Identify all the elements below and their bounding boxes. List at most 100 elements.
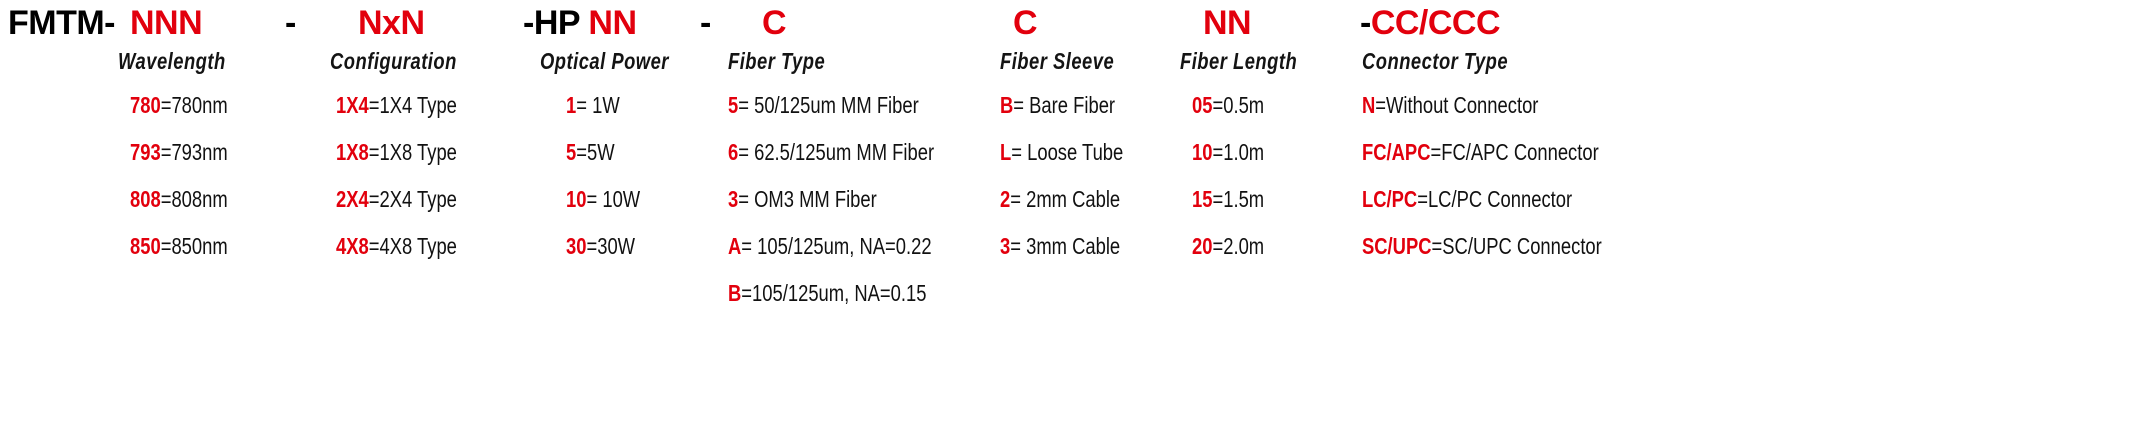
- legend-desc: =2X4 Type: [368, 186, 457, 212]
- legend-code: 808: [130, 186, 161, 212]
- code-variable-part: C: [1013, 4, 1038, 42]
- legend-row: B=105/125um, NA=0.15: [728, 280, 934, 306]
- legend-desc: =1X4 Type: [368, 92, 457, 118]
- legend-code: LC/PC: [1362, 186, 1418, 212]
- column-fiber-type: Fiber Type 5= 50/125um MM Fiber 6= 62.5/…: [728, 46, 986, 327]
- code-token-wavelength: NNN: [130, 2, 203, 44]
- legend-row: 3= 3mm Cable: [1000, 233, 1123, 259]
- legend-desc: =1.0m: [1212, 139, 1265, 165]
- column-connector-type: Connector Type N=Without Connector FC/AP…: [1362, 46, 1662, 280]
- legend-row: 20=2.0m: [1192, 233, 1300, 259]
- code-token-fiber-sleeve: C: [1013, 2, 1038, 44]
- legend-row: LC/PC=LC/PC Connector: [1362, 186, 1602, 212]
- legend-desc: = 1W: [576, 92, 620, 118]
- legend-code: B: [1000, 92, 1014, 118]
- legend-code: 850: [130, 233, 161, 259]
- legend-desc: = 3mm Cable: [1010, 233, 1121, 259]
- legend-code: 780: [130, 92, 161, 118]
- legend-row: 5=5W: [566, 139, 674, 165]
- column-rows: 5= 50/125um MM Fiber 6= 62.5/125um MM Fi…: [728, 92, 986, 306]
- code-fixed-part: -HP: [523, 4, 589, 42]
- legend-code: 05: [1192, 92, 1213, 118]
- code-variable-part: CC/CCC: [1370, 4, 1501, 42]
- legend-row: B= Bare Fiber: [1000, 92, 1123, 118]
- legend-desc: =SC/UPC Connector: [1431, 233, 1602, 259]
- column-title: Fiber Type: [728, 48, 826, 74]
- legend-row: 15=1.5m: [1192, 186, 1300, 212]
- column-rows: N=Without Connector FC/APC=FC/APC Connec…: [1362, 92, 1662, 259]
- legend-desc: =Without Connector: [1375, 92, 1539, 118]
- legend-row: 4X8=4X8 Type: [336, 233, 458, 259]
- legend-row: 3= OM3 MM Fiber: [728, 186, 934, 212]
- legend-desc: =0.5m: [1212, 92, 1265, 118]
- legend-code: 1: [566, 92, 577, 118]
- legend-code: SC/UPC: [1362, 233, 1432, 259]
- column-rows: 05=0.5m 10=1.0m 15=1.5m 20=2.0m: [1180, 92, 1326, 259]
- legend-desc: = 10W: [586, 186, 641, 212]
- column-title: Optical Power: [540, 48, 669, 74]
- column-configuration: Configuration 1X4=1X4 Type 1X8=1X8 Type …: [330, 46, 489, 280]
- column-rows: B= Bare Fiber L= Loose Tube 2= 2mm Cable…: [1000, 92, 1154, 259]
- code-variable-part: NN: [1203, 4, 1252, 42]
- legend-code: 15: [1192, 186, 1213, 212]
- code-token-optical-power: -HP NN: [523, 2, 637, 44]
- legend-code: B: [728, 280, 742, 306]
- column-title: Wavelength: [118, 48, 226, 74]
- column-title: Configuration: [330, 48, 457, 74]
- legend-row: SC/UPC=SC/UPC Connector: [1362, 233, 1602, 259]
- legend-desc: = 2mm Cable: [1010, 186, 1121, 212]
- legend-code: 1X8: [336, 139, 369, 165]
- legend-desc: =105/125um, NA=0.15: [741, 280, 927, 306]
- legend-code: 6: [728, 139, 739, 165]
- legend-row: 2X4=2X4 Type: [336, 186, 458, 212]
- legend-code: 793: [130, 139, 161, 165]
- legend-desc: =2.0m: [1212, 233, 1265, 259]
- legend-row: 808=808nm: [130, 186, 228, 212]
- column-fiber-sleeve: Fiber Sleeve B= Bare Fiber L= Loose Tube…: [1000, 46, 1154, 280]
- legend-row: 30=30W: [566, 233, 674, 259]
- legend-row: 1= 1W: [566, 92, 674, 118]
- legend-code: 2X4: [336, 186, 369, 212]
- legend-code: 20: [1192, 233, 1213, 259]
- legend-code: A: [728, 233, 742, 259]
- code-token-connector-type: -CC/CCC: [1360, 2, 1501, 44]
- legend-desc: =5W: [576, 139, 615, 165]
- legend-code: 30: [566, 233, 587, 259]
- legend-code: 5: [728, 92, 739, 118]
- code-token-configuration: NxN: [358, 2, 425, 44]
- legend-desc: =850nm: [160, 233, 228, 259]
- legend-row: 780=780nm: [130, 92, 228, 118]
- legend-row: 10= 10W: [566, 186, 674, 212]
- code-token-fiber-length: NN: [1203, 2, 1252, 44]
- legend-desc: =LC/PC Connector: [1417, 186, 1573, 212]
- legend-row: 05=0.5m: [1192, 92, 1300, 118]
- legend-desc: = Bare Fiber: [1013, 92, 1116, 118]
- column-rows: 1= 1W 5=5W 10= 10W 30=30W: [540, 92, 701, 259]
- code-fixed-part: -: [700, 4, 711, 42]
- legend-desc: = 50/125um MM Fiber: [738, 92, 919, 118]
- legend-desc: =808nm: [160, 186, 228, 212]
- legend-code: FC/APC: [1362, 139, 1431, 165]
- part-number-code-row: FMTM- NNN - NxN -HP NN - C C NN -CC/CCC: [0, 0, 2142, 46]
- column-rows: 780=780nm 793=793nm 808=808nm 850=850nm: [118, 92, 253, 259]
- legend-row: 5= 50/125um MM Fiber: [728, 92, 934, 118]
- column-fiber-length: Fiber Length 05=0.5m 10=1.0m 15=1.5m 20=…: [1180, 46, 1326, 280]
- legend-desc: = Loose Tube: [1011, 139, 1124, 165]
- legend-row: 10=1.0m: [1192, 139, 1300, 165]
- code-token-separator-1: -: [285, 2, 296, 44]
- column-title: Fiber Length: [1180, 48, 1298, 74]
- legend-code: 4X8: [336, 233, 369, 259]
- code-variable-part: NNN: [130, 4, 203, 42]
- legend-desc: =1.5m: [1212, 186, 1265, 212]
- code-token-fiber-type: C: [762, 2, 787, 44]
- column-wavelength: Wavelength 780=780nm 793=793nm 808=808nm…: [118, 46, 253, 280]
- legend-row: A= 105/125um, NA=0.22: [728, 233, 934, 259]
- legend-desc: =780nm: [160, 92, 228, 118]
- legend-row: 850=850nm: [130, 233, 228, 259]
- legend-code: N: [1362, 92, 1376, 118]
- column-optical-power: Optical Power 1= 1W 5=5W 10= 10W 30=30W: [540, 46, 701, 280]
- legend-desc: = 105/125um, NA=0.22: [741, 233, 932, 259]
- code-variable-part: NN: [588, 4, 637, 42]
- legend-code: 2: [1000, 186, 1011, 212]
